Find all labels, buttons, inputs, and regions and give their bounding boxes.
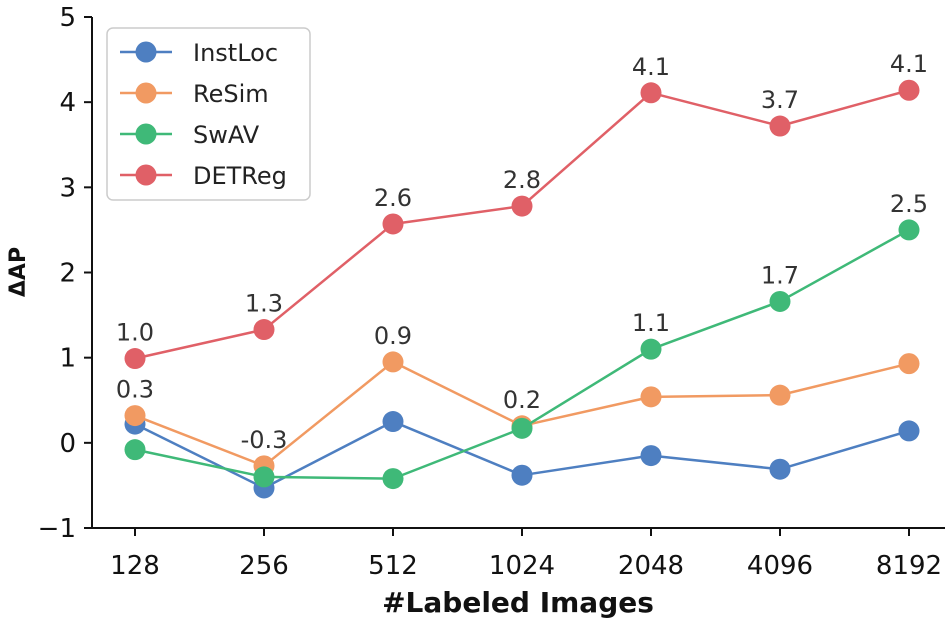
x-tick-label: 1024 [489, 551, 555, 581]
data-point-detreg [253, 319, 275, 341]
legend-label-instloc: InstLoc [193, 39, 278, 67]
data-label: 4.1 [632, 53, 670, 81]
data-label: -0.3 [241, 426, 288, 454]
x-ticks: 128 256 512 1024 2048 4096 8192 [110, 528, 942, 581]
data-label: 4.1 [890, 50, 928, 78]
data-point-resim [769, 384, 791, 406]
x-tick-label: 512 [368, 551, 418, 581]
data-label: 0.9 [374, 322, 412, 350]
legend-frame [106, 27, 311, 201]
data-label: 1.7 [761, 261, 799, 289]
data-point-swav [898, 219, 920, 241]
y-tick-label: 5 [59, 3, 76, 33]
legend-label-swav: SwAV [193, 121, 260, 149]
data-point-swav [124, 439, 146, 461]
data-point-detreg [898, 79, 920, 101]
data-label: 1.1 [632, 309, 670, 337]
data-label: 2.8 [503, 166, 541, 194]
x-tick-label: 256 [239, 551, 289, 581]
data-point-detreg [124, 348, 146, 370]
y-tick-label: 1 [59, 344, 76, 374]
data-point-resim [898, 353, 920, 375]
data-point-detreg [769, 115, 791, 137]
y-tick-label: 2 [59, 259, 76, 289]
data-point-detreg [640, 82, 662, 104]
y-tick-label: 4 [59, 88, 76, 118]
data-label: 2.5 [890, 190, 928, 218]
y-tick-label: −1 [38, 514, 76, 544]
y-axis-title: ΔAP [6, 247, 31, 297]
data-point-instloc [382, 411, 404, 433]
data-label: 0.2 [503, 386, 541, 414]
data-point-instloc [640, 445, 662, 467]
data-point-swav [253, 466, 275, 488]
series-resim [124, 351, 920, 477]
data-label: 1.3 [245, 290, 283, 318]
data-point-swav [511, 417, 533, 439]
data-point-instloc [898, 420, 920, 442]
y-tick-label: 0 [59, 429, 76, 459]
series-swav [124, 219, 920, 490]
data-label: 3.7 [761, 86, 799, 114]
legend-marker-instloc [135, 41, 157, 63]
legend-label-detreg: DETReg [193, 162, 287, 190]
x-tick-label: 4096 [747, 551, 813, 581]
data-point-swav [769, 290, 791, 312]
data-point-resim [640, 386, 662, 408]
data-point-instloc [769, 458, 791, 480]
data-point-swav [382, 468, 404, 490]
x-tick-label: 8192 [876, 551, 942, 581]
series-detreg [124, 79, 920, 370]
data-label: 2.6 [374, 184, 412, 212]
data-point-resim [124, 405, 146, 427]
annotation-layer: 1.0 1.3 2.6 2.8 4.1 3.7 4.1 0.3 -0.3 0.9 0.2 1.1 1.7… [116, 50, 928, 454]
data-label: 0.3 [116, 376, 154, 404]
data-point-detreg [382, 213, 404, 235]
data-label: 1.0 [116, 319, 154, 347]
legend-label-resim: ReSim [193, 80, 269, 108]
data-point-instloc [511, 464, 533, 486]
data-point-resim [382, 351, 404, 373]
x-tick-label: 128 [110, 551, 160, 581]
legend-marker-resim [135, 82, 157, 104]
legend-marker-detreg [135, 164, 157, 186]
legend-marker-swav [135, 123, 157, 145]
series-layer [124, 79, 920, 499]
legend: InstLoc ReSim SwAV DETReg [106, 27, 311, 201]
data-point-detreg [511, 195, 533, 217]
y-tick-label: 3 [59, 173, 76, 203]
y-ticks: −1 0 1 2 3 4 5 [38, 3, 92, 544]
x-tick-label: 2048 [618, 551, 684, 581]
data-point-swav [640, 338, 662, 360]
x-axis-title: #Labeled Images [382, 586, 654, 619]
